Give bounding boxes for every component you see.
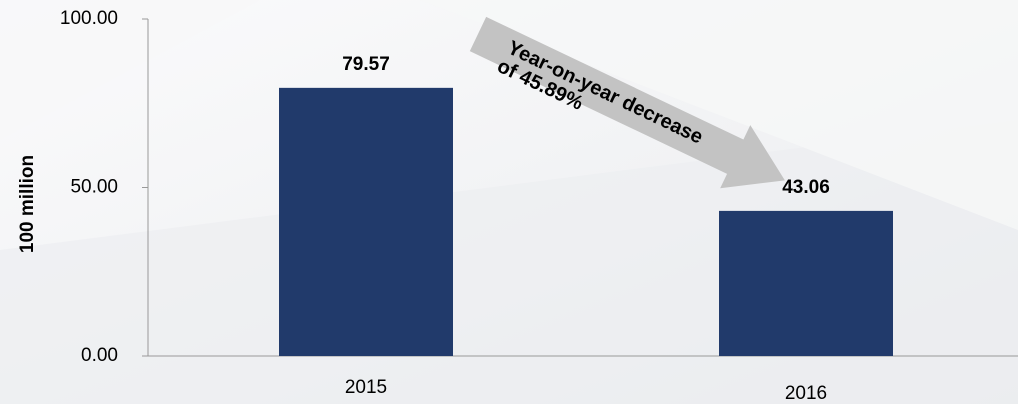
bar-value-label: 43.06 — [782, 177, 830, 198]
bar-2015 — [279, 87, 453, 357]
y-tick-label: 100.00 — [60, 8, 118, 29]
arrow-icon — [469, 16, 785, 189]
bar-value-label: 79.57 — [342, 54, 390, 75]
bar-2016 — [719, 210, 893, 356]
x-tick-label: 2016 — [785, 383, 827, 404]
y-tick-label: 0.00 — [81, 345, 118, 366]
y-tick-label: 50.00 — [70, 177, 118, 198]
x-tick-label: 2015 — [345, 377, 387, 398]
y-axis-title: 100 million — [17, 155, 38, 253]
